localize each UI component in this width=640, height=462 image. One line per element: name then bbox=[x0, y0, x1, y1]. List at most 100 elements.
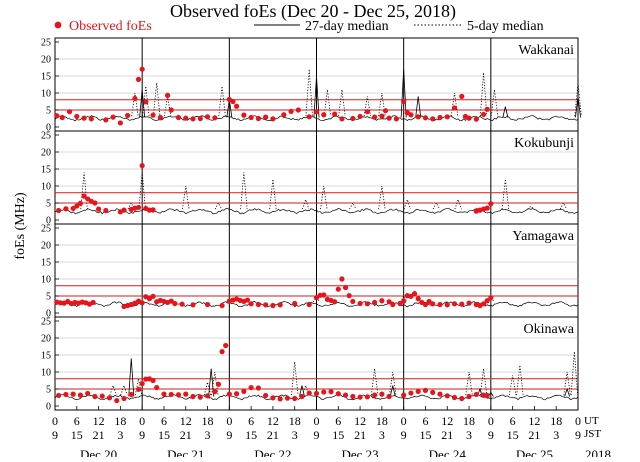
median5-spike bbox=[570, 351, 579, 396]
y-tick-label: 0 bbox=[46, 216, 51, 227]
observed-point bbox=[328, 389, 334, 395]
observed-point bbox=[63, 391, 69, 398]
observed-point bbox=[139, 380, 145, 387]
observed-point bbox=[437, 114, 443, 121]
x-tick-label-ut: 6 bbox=[74, 414, 80, 428]
x-tick-label-jst: 3 bbox=[292, 428, 298, 442]
x-tick-label-jst: 9 bbox=[226, 428, 232, 442]
observed-point bbox=[357, 300, 363, 307]
y-tick-label: 0 bbox=[46, 309, 51, 320]
observed-point bbox=[90, 299, 96, 306]
observed-point bbox=[459, 395, 465, 402]
observed-point bbox=[480, 111, 487, 118]
observed-point bbox=[488, 295, 494, 301]
observed-point bbox=[342, 392, 349, 398]
observed-point bbox=[143, 99, 149, 105]
x-tick-label-ut: 0 bbox=[575, 414, 581, 428]
observed-point bbox=[110, 114, 116, 120]
y-tick-label: 25 bbox=[41, 317, 51, 328]
observed-point bbox=[422, 387, 429, 393]
observed-point bbox=[342, 284, 349, 291]
observed-point bbox=[88, 116, 94, 122]
median27-spike bbox=[575, 96, 581, 118]
observed-point bbox=[270, 302, 276, 309]
observed-point bbox=[103, 117, 109, 123]
x-tick-label-jst: 15 bbox=[71, 428, 83, 442]
x-tick-label-ut: 6 bbox=[510, 414, 516, 428]
observed-point bbox=[332, 299, 338, 305]
observed-point bbox=[415, 388, 421, 394]
median27-spike bbox=[502, 106, 509, 118]
median5-spike bbox=[501, 179, 510, 210]
median5-spike bbox=[389, 371, 397, 396]
median5-spike bbox=[211, 371, 219, 396]
y-tick-label: 15 bbox=[41, 165, 51, 176]
median5-spike bbox=[218, 86, 226, 117]
y-tick-label: 15 bbox=[41, 72, 51, 83]
observed-point bbox=[372, 392, 378, 398]
observed-point bbox=[408, 390, 414, 396]
observed-point bbox=[59, 114, 65, 121]
observed-point bbox=[135, 386, 142, 392]
observed-point bbox=[241, 388, 247, 394]
observed-point bbox=[74, 203, 80, 209]
x-tick-label-ut: 0 bbox=[139, 414, 145, 428]
x-tick-label-ut: 6 bbox=[161, 414, 167, 428]
observed-point bbox=[379, 298, 385, 304]
legend-median27-label: 27-day median bbox=[305, 19, 389, 34]
ut-row-label: UT bbox=[584, 415, 599, 427]
observed-point bbox=[150, 207, 156, 213]
station-name: Wakkanai bbox=[518, 43, 574, 58]
median5-spike bbox=[109, 384, 117, 396]
x-tick-label-jst: 3 bbox=[205, 428, 211, 442]
observed-point bbox=[270, 395, 276, 401]
observed-point bbox=[234, 103, 240, 109]
observed-point bbox=[219, 349, 225, 355]
x-tick-label-jst: 3 bbox=[379, 428, 385, 442]
y-tick-label: 10 bbox=[41, 89, 51, 100]
median5-spike bbox=[403, 198, 411, 210]
x-tick-label-jst: 15 bbox=[507, 428, 519, 442]
observed-point bbox=[401, 392, 407, 398]
y-axis-label: foEs (MHz) bbox=[13, 192, 28, 260]
median5-spike bbox=[563, 371, 571, 396]
x-tick-label-ut: 6 bbox=[422, 414, 428, 428]
median5-spike bbox=[465, 371, 473, 396]
panel-okinawa: 0 5 10 15 20 25 Okinawa bbox=[41, 316, 579, 413]
observed-point bbox=[183, 115, 189, 121]
observed-point bbox=[415, 296, 421, 302]
y-tick-label: 20 bbox=[41, 241, 51, 252]
observed-point bbox=[379, 113, 385, 119]
observed-point bbox=[444, 302, 450, 308]
x-tick-label-jst: 21 bbox=[354, 428, 366, 442]
observed-point bbox=[473, 391, 479, 398]
x-tick-label-jst: 9 bbox=[401, 428, 407, 442]
day-label: Dec 20 bbox=[80, 447, 117, 457]
median5-spike bbox=[269, 179, 277, 210]
chart-title: Observed foEs (Dec 20 - Dec 25, 2018) bbox=[170, 1, 456, 22]
observed-point bbox=[382, 108, 389, 114]
x-tick-label-jst: 3 bbox=[117, 428, 123, 442]
observed-point bbox=[386, 115, 392, 121]
median5-spike bbox=[450, 92, 459, 117]
observed-point bbox=[350, 393, 356, 400]
observed-point bbox=[415, 114, 421, 120]
observed-point bbox=[444, 114, 450, 120]
observed-point bbox=[313, 390, 320, 397]
x-tick-label-jst: 15 bbox=[245, 428, 257, 442]
station-name: Yamagawa bbox=[512, 229, 574, 244]
observed-point bbox=[480, 301, 487, 307]
x-tick-label-ut: 18 bbox=[463, 414, 475, 428]
median27-spike bbox=[415, 96, 422, 118]
x-tick-label-ut: 12 bbox=[267, 414, 279, 428]
observed-point bbox=[183, 391, 189, 397]
observed-point bbox=[299, 393, 305, 400]
observed-point bbox=[154, 385, 160, 391]
observed-point bbox=[150, 377, 156, 384]
x-tick-label-ut: 18 bbox=[550, 414, 562, 428]
median27-spike bbox=[208, 368, 215, 397]
observed-point bbox=[223, 342, 229, 349]
observed-point bbox=[422, 301, 429, 308]
year-label: 2018 bbox=[585, 447, 611, 457]
observed-point bbox=[430, 116, 436, 122]
